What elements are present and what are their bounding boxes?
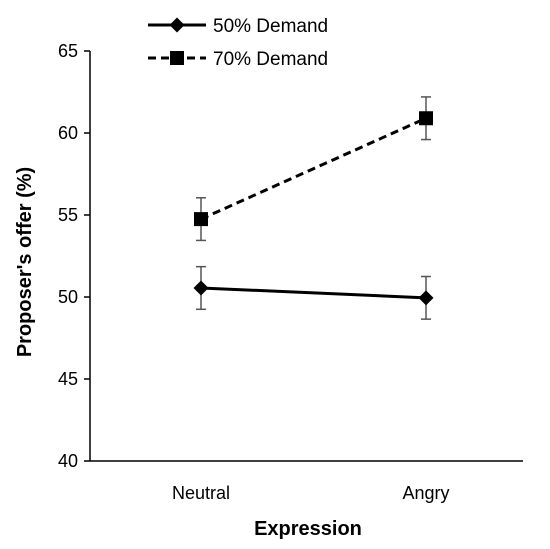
axes bbox=[89, 51, 523, 462]
y-tick-label: 65 bbox=[58, 41, 78, 61]
legend-item: 50% Demand bbox=[148, 16, 328, 37]
series-line bbox=[200, 286, 427, 300]
y-tick-label: 40 bbox=[58, 451, 78, 471]
x-axis-title: Expression bbox=[254, 518, 362, 540]
y-tick-label: 55 bbox=[58, 205, 78, 225]
plot-area bbox=[193, 96, 434, 320]
x-tick-label: Angry bbox=[402, 483, 449, 503]
data-point bbox=[194, 212, 208, 227]
y-tick-label: 60 bbox=[58, 123, 78, 143]
series-1 bbox=[193, 265, 434, 320]
legend-label: 50% Demand bbox=[213, 16, 328, 37]
legend-item: 70% Demand bbox=[148, 49, 328, 70]
y-tick-label: 45 bbox=[58, 369, 78, 389]
series-2 bbox=[194, 96, 433, 242]
legend: 50% Demand 70% Demand bbox=[148, 16, 328, 70]
y-tick-label: 50 bbox=[58, 287, 78, 307]
data-point bbox=[419, 111, 433, 126]
y-axis-title: Proposer's offer (%) bbox=[14, 167, 36, 357]
x-tick-label: Neutral bbox=[172, 483, 230, 503]
data-point bbox=[418, 290, 434, 306]
y-ticks: 40 45 50 55 60 65 bbox=[58, 41, 90, 471]
legend-marker bbox=[169, 17, 185, 33]
legend-marker bbox=[170, 51, 184, 65]
legend-label: 70% Demand bbox=[213, 49, 328, 70]
x-ticks: Neutral Angry bbox=[172, 483, 450, 503]
series-line bbox=[200, 116, 427, 221]
data-point bbox=[193, 280, 209, 296]
